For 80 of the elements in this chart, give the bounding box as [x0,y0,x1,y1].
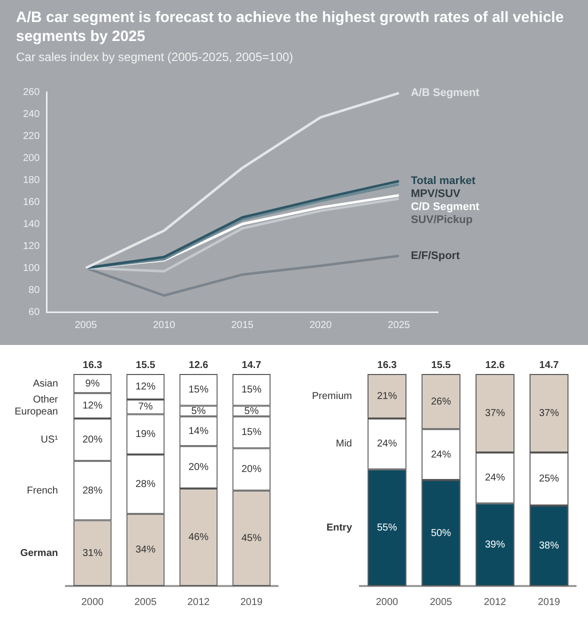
series-label: Other European [14,394,59,418]
data-label: 38% [538,540,560,552]
data-label: 7% [138,402,153,413]
data-label: 37% [484,408,506,419]
series-label: Mid [336,438,352,450]
y-tick-label: 220 [22,130,40,142]
data-label: 14% [188,426,209,437]
x-tick-label: 2019 [538,596,561,608]
series-label: Total market [410,175,476,188]
y-tick-label: 80 [28,284,40,296]
data-label: 19% [135,429,156,440]
text: 16.3 [82,360,103,371]
x-tick-label: 2012 [187,596,210,608]
series-label: Entry [326,522,352,534]
series-label: French [26,485,58,496]
data-label: 24% [376,438,398,450]
x-tick-label: 2000 [376,596,399,608]
data-label: 45% [241,533,262,544]
data-label: 5% [244,406,259,417]
data-label: 37% [538,408,560,419]
data-label: 21% [376,391,398,402]
data-label: 24% [484,472,506,484]
x-tick-label: 2020 [309,320,332,331]
data-label: 15% [188,384,209,396]
data-label: 12% [135,381,156,392]
data-label: 39% [484,539,506,550]
x-tick-label: 2005 [134,596,158,608]
data-label: 15% [241,384,262,396]
series-label: MPV/SUV [410,188,462,200]
series-label: German [20,548,58,559]
data-label: 20% [82,434,103,446]
data-label: 5% [191,406,206,417]
data-label: 20% [188,462,209,474]
data-label: 28% [135,478,156,490]
series-label: SUV/Pickup [410,214,473,226]
x-tick-label: 2015 [231,320,254,331]
text: 12.6 [188,360,209,371]
text: 12.6 [485,360,506,371]
y-tick-label: 180 [22,174,40,186]
text: 16.3 [377,360,398,371]
y-tick-label: 260 [22,86,40,98]
data-label: 24% [430,449,452,460]
data-label: 9% [85,378,100,390]
text: 14.7 [242,360,262,371]
series-label: A/B Segment [410,87,480,100]
y-tick-label: 160 [22,196,40,208]
data-label: 50% [430,528,452,539]
data-label: 55% [376,522,398,534]
y-tick-label: 120 [22,240,40,252]
y-tick-label: 200 [22,152,40,164]
chart-subtitle: Car sales index by segment (2005-2025, 2005=100) [16,50,294,64]
series-label: US¹ [40,434,59,446]
x-tick-label: 2005 [74,320,98,331]
data-label: 46% [188,532,209,543]
data-label: 26% [430,396,452,408]
x-tick-label: 2019 [240,596,264,608]
text: 14.7 [539,360,560,371]
y-tick-label: 100 [22,262,40,274]
data-label: 12% [82,400,103,412]
y-tick-label: 140 [22,218,40,230]
text: 15.5 [136,360,156,371]
series-label: E/F/Sport [410,250,460,262]
data-label: 15% [241,427,262,438]
y-tick-label: 240 [22,108,40,120]
x-tick-label: 2005 [430,596,453,608]
y-tick-label: 60 [28,306,40,318]
series-label: C/D Segment [410,201,480,214]
x-tick-label: 2012 [484,596,507,608]
data-label: 34% [135,544,156,556]
data-label: 20% [241,464,262,476]
x-tick-label: 2000 [81,596,104,608]
x-tick-label: 2025 [388,320,410,331]
data-label: 25% [538,474,560,485]
text: 15.5 [431,360,452,371]
series-label: Premium [312,391,352,402]
chart-title: A/B car segment is forecast to achieve the highest growth rates of all vehicle segments by 2025 [16,8,565,46]
x-tick-label: 2010 [152,320,176,331]
data-label: 31% [82,548,103,559]
data-label: 28% [82,485,103,496]
series-label: Asian [32,378,58,390]
